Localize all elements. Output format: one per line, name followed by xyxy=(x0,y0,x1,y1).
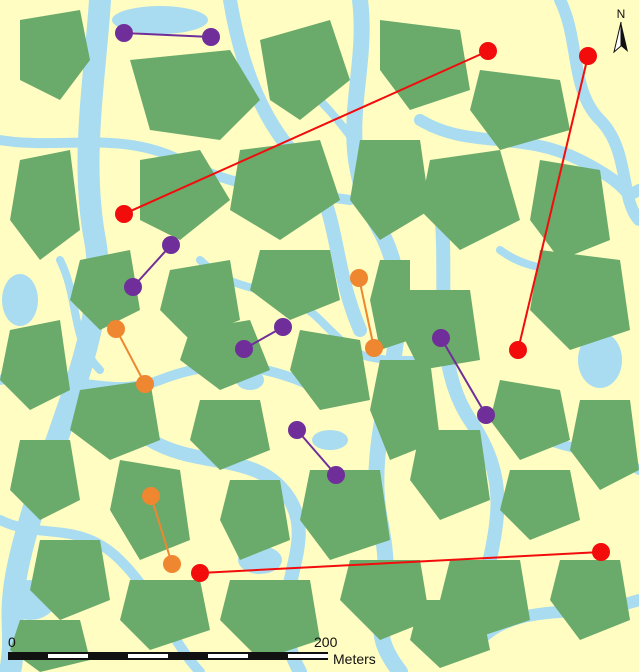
pair-line-purple xyxy=(132,244,172,288)
pair-point-red[interactable] xyxy=(479,42,497,60)
pair-line-red xyxy=(199,551,602,574)
north-arrow-label: N xyxy=(617,7,626,21)
pair-line-orange xyxy=(150,495,173,565)
pair-line-red xyxy=(123,50,489,215)
pair-line-red xyxy=(517,55,589,351)
north-arrow-icon: N xyxy=(613,7,628,54)
pair-point-purple[interactable] xyxy=(274,318,292,336)
pair-point-red[interactable] xyxy=(509,341,527,359)
pair-line-orange xyxy=(358,277,375,349)
pair-point-purple[interactable] xyxy=(115,24,133,42)
scale-bar-icon xyxy=(8,652,328,660)
pair-point-red[interactable] xyxy=(115,205,133,223)
pair-point-red[interactable] xyxy=(191,564,209,582)
scale-unit-label: Meters xyxy=(333,651,376,667)
pair-point-purple[interactable] xyxy=(202,28,220,46)
pair-point-orange[interactable] xyxy=(136,375,154,393)
pair-point-purple[interactable] xyxy=(235,340,253,358)
pair-point-red[interactable] xyxy=(592,543,610,561)
pair-point-orange[interactable] xyxy=(163,555,181,573)
pair-point-purple[interactable] xyxy=(162,236,180,254)
pair-line-purple xyxy=(440,337,487,416)
pair-point-purple[interactable] xyxy=(124,278,142,296)
pair-point-purple[interactable] xyxy=(327,466,345,484)
pair-point-purple[interactable] xyxy=(432,329,450,347)
pair-point-red[interactable] xyxy=(579,47,597,65)
point-pairs xyxy=(107,24,610,582)
vegetation-layer xyxy=(0,10,639,672)
pair-point-orange[interactable] xyxy=(142,487,160,505)
pair-line-purple xyxy=(296,429,337,476)
pair-point-purple[interactable] xyxy=(288,421,306,439)
pair-line-orange xyxy=(115,328,146,385)
pair-line-purple xyxy=(123,32,212,38)
pair-point-orange[interactable] xyxy=(107,320,125,338)
pair-point-orange[interactable] xyxy=(365,339,383,357)
pair-point-orange[interactable] xyxy=(350,269,368,287)
scale-start-label: 0 xyxy=(8,634,16,650)
pair-point-purple[interactable] xyxy=(477,406,495,424)
scale-mid-label: 200 xyxy=(314,634,338,650)
